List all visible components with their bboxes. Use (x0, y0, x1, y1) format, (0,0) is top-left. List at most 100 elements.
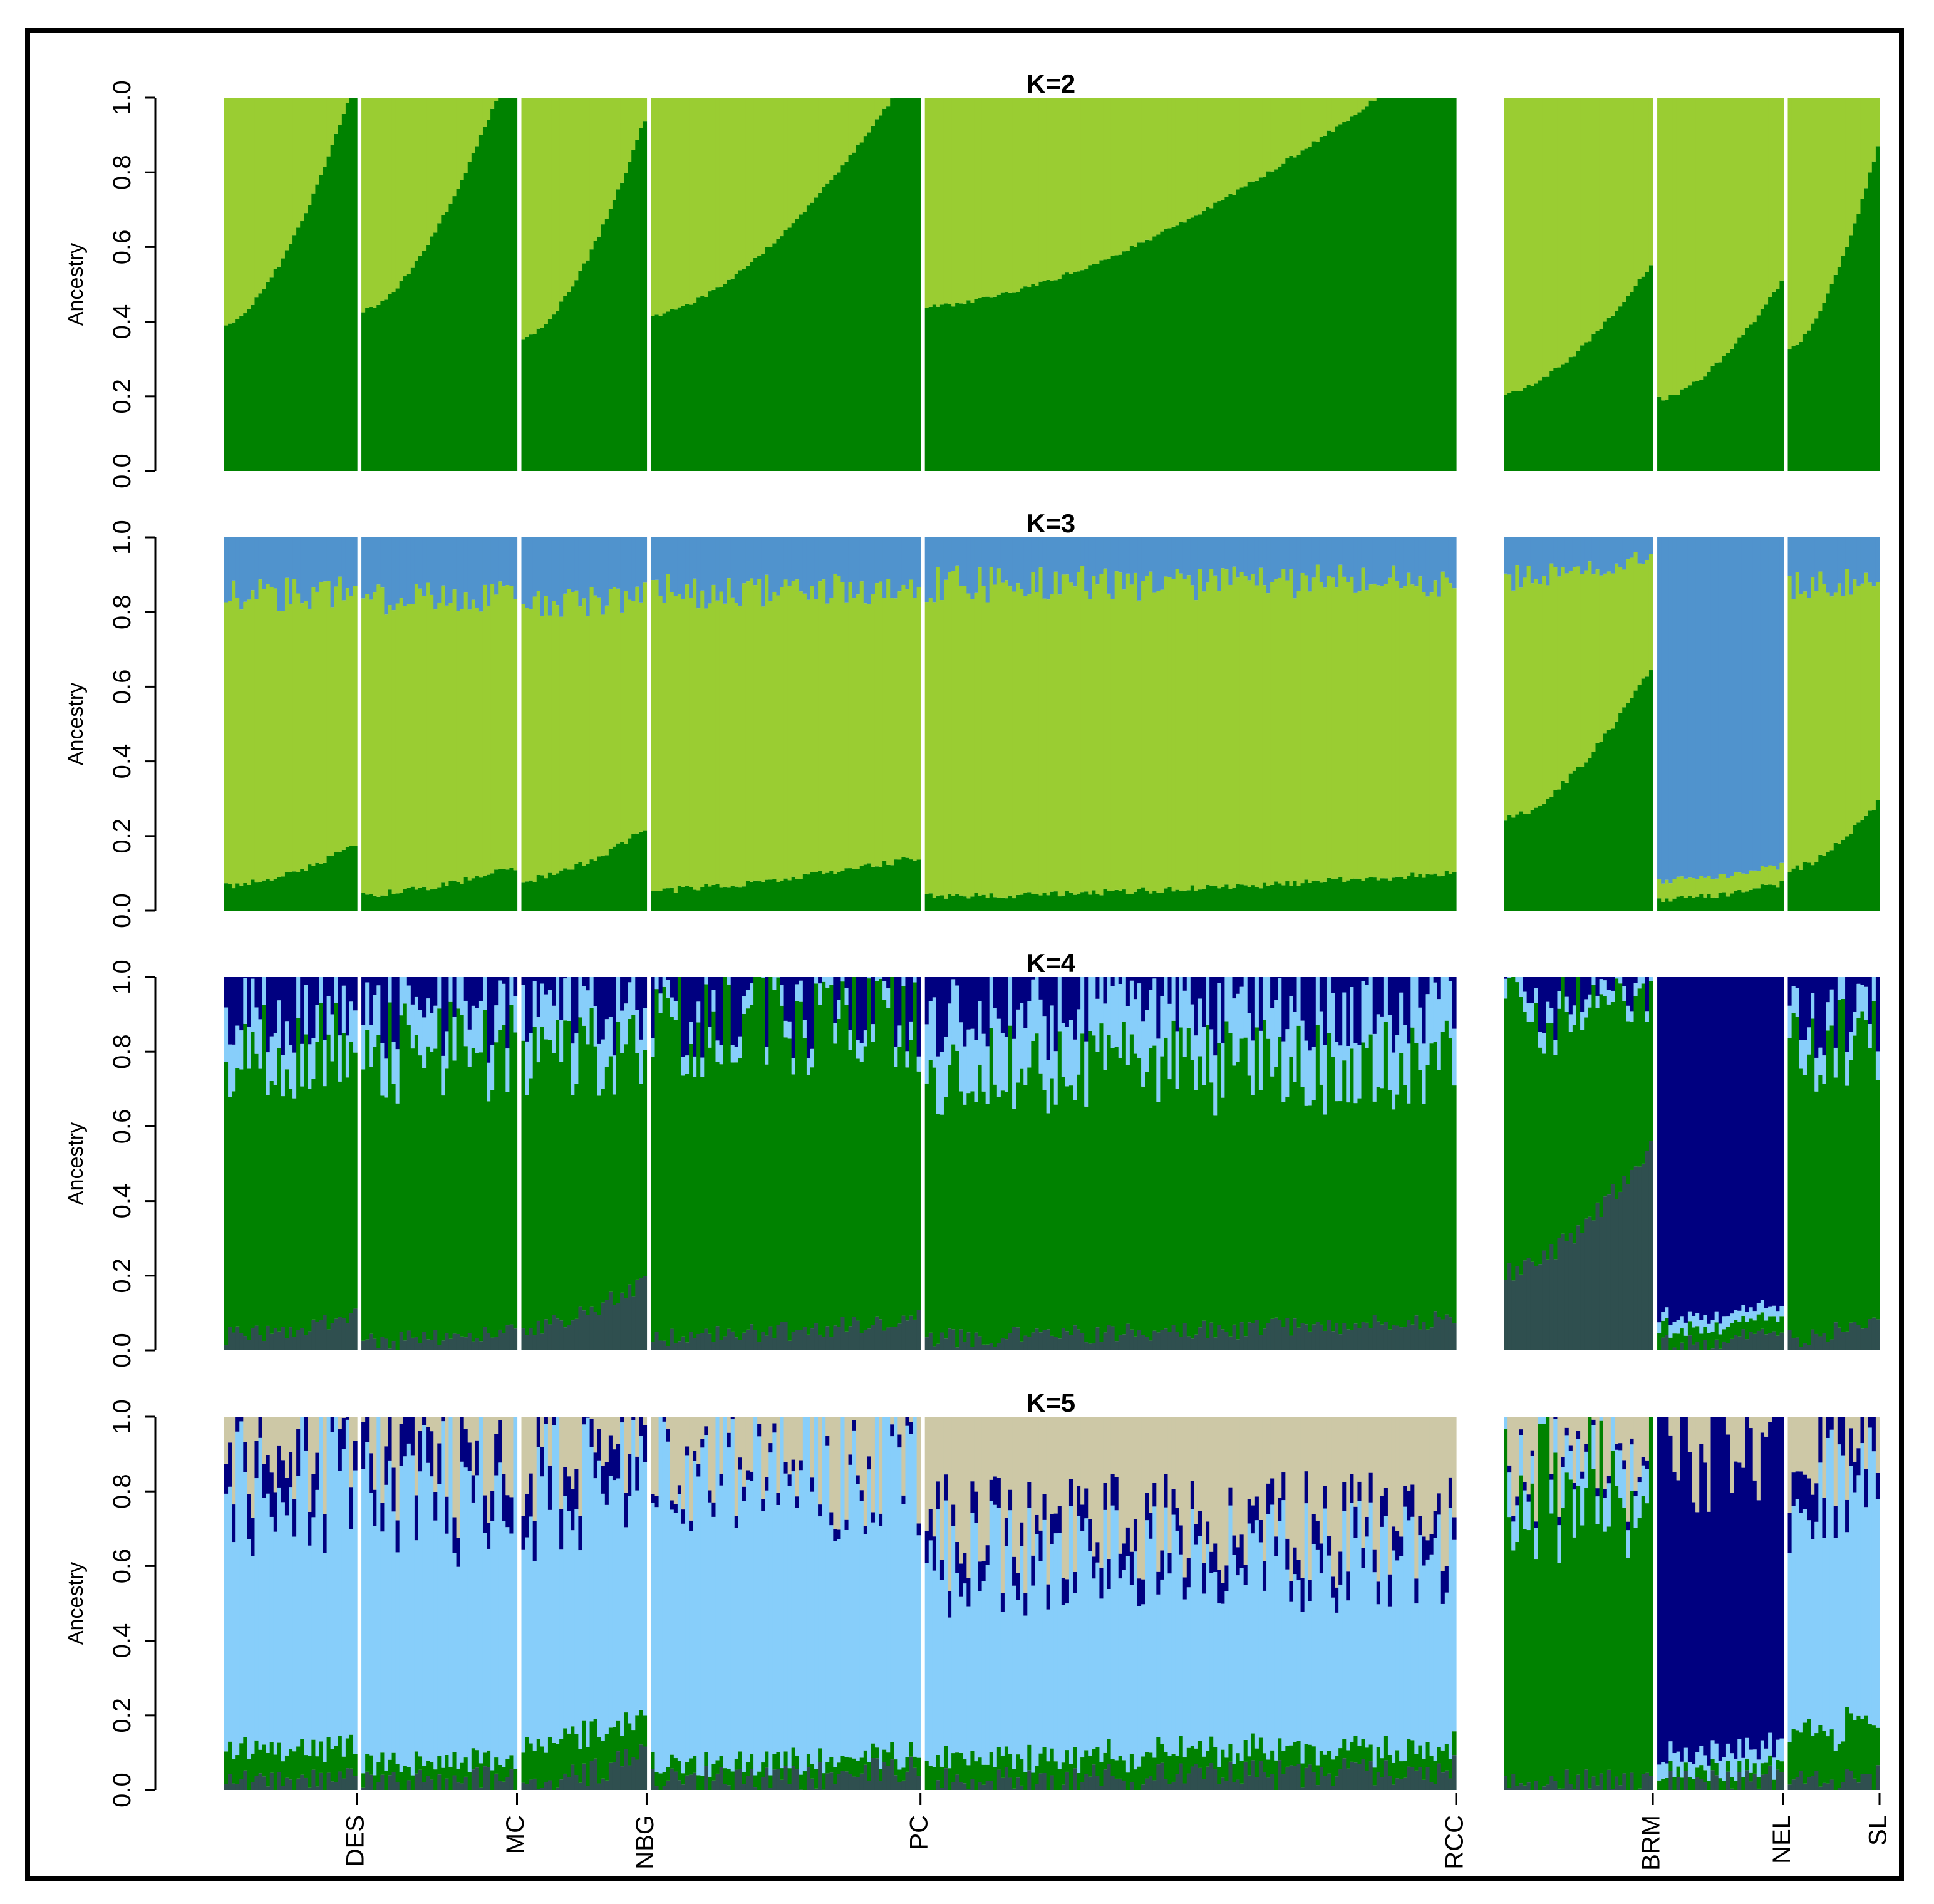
bar-segment (700, 1333, 705, 1350)
bar-segment (296, 872, 301, 911)
bar-segment (593, 537, 598, 596)
bar-segment (559, 1739, 564, 1780)
bar-segment (593, 860, 598, 911)
bar-segment (1326, 1536, 1332, 1556)
bar-segment (433, 1417, 438, 1492)
bar-segment (738, 1417, 743, 1458)
bar-segment (1703, 877, 1708, 898)
bar-segment (1871, 1001, 1876, 1318)
bar-segment (536, 1789, 541, 1790)
bar-segment (993, 977, 998, 1008)
bar-segment (700, 1417, 705, 1439)
bar-segment (487, 606, 491, 875)
bar-segment (430, 537, 434, 595)
bar-segment (1035, 1514, 1040, 1534)
bar-segment (254, 1325, 259, 1350)
bar-segment (1213, 1337, 1218, 1350)
bar-segment (487, 1333, 491, 1350)
bar-segment (1768, 297, 1772, 471)
bar-segment (1197, 1767, 1202, 1790)
bar-segment (1530, 1261, 1535, 1350)
bar-segment (1845, 537, 1849, 569)
bar-segment (924, 602, 929, 894)
bar-segment (1399, 98, 1404, 471)
bar-segment (1399, 992, 1404, 1053)
bar-segment (924, 1083, 929, 1338)
bar-segment (1023, 596, 1028, 893)
bar-segment (1141, 98, 1145, 243)
bar-segment (765, 879, 769, 911)
bar-segment (1833, 98, 1838, 275)
bar-segment (1175, 569, 1180, 890)
bar-segment (1403, 977, 1407, 1025)
bar-segment (373, 1489, 377, 1526)
bar-segment (753, 1775, 758, 1788)
bar-segment (300, 1086, 304, 1328)
bar-segment (593, 98, 598, 241)
bar-segment (1012, 1556, 1016, 1586)
bar-segment (292, 579, 297, 872)
bar-segment (844, 1529, 849, 1757)
bar-segment (1065, 537, 1070, 575)
bar-segment (410, 537, 415, 604)
bar-segment (1661, 901, 1665, 911)
bar-segment (643, 537, 648, 583)
bar-segment (1661, 1312, 1665, 1321)
bar-segment (323, 537, 328, 582)
bar-segment (482, 1417, 487, 1496)
bar-segment (913, 537, 918, 598)
bar-segment (1395, 1094, 1400, 1326)
bar-segment (399, 98, 404, 281)
bar-segment (1118, 984, 1123, 1058)
bar-segment (1856, 98, 1861, 214)
bar-segment (963, 977, 967, 1047)
bar-segment (1546, 376, 1550, 471)
bar-segment (658, 1417, 663, 1774)
bar-segment (1342, 882, 1347, 911)
bar-segment (1410, 1027, 1415, 1325)
bar-segment (509, 1005, 514, 1325)
bar-segment (658, 315, 663, 471)
bar-segment (1133, 537, 1138, 573)
bar-segment (586, 864, 591, 911)
bar-segment (1549, 98, 1554, 371)
bar-segment (1814, 862, 1819, 911)
bar-segment (1088, 1776, 1092, 1790)
bar-segment (1433, 98, 1438, 471)
bar-segment (498, 869, 502, 911)
bar-segment (1692, 537, 1696, 878)
bar-segment (791, 1332, 796, 1350)
bar-segment (871, 1512, 876, 1523)
bar-segment (395, 1782, 400, 1790)
bar-segment (292, 1098, 297, 1337)
bar-segment (1440, 977, 1445, 1032)
bar-segment (1372, 1033, 1377, 1102)
bar-segment (1202, 1417, 1206, 1563)
bar-segment (1221, 98, 1225, 200)
bar-segment (505, 1091, 510, 1326)
bar-segment (296, 1746, 301, 1779)
bar-segment (1190, 1060, 1195, 1339)
bar-segment (1073, 537, 1077, 587)
bar-segment (1068, 892, 1073, 911)
bar-segment (1175, 1508, 1180, 1531)
bar-segment (296, 977, 301, 1018)
bar-segment (948, 893, 952, 911)
bar-segment (338, 977, 343, 1036)
bar-segment (1665, 1307, 1669, 1318)
bar-segment (750, 537, 754, 579)
bar-segment (608, 209, 613, 471)
bar-segment (1576, 537, 1581, 567)
bar-segment (1703, 897, 1708, 911)
bar-segment (1217, 1325, 1221, 1350)
bar-segment (848, 1326, 853, 1350)
bar-segment (1875, 146, 1880, 472)
bar-segment (901, 1504, 906, 1768)
bar-segment (1745, 1322, 1750, 1340)
bar-segment (1114, 537, 1119, 572)
bar-segment (631, 977, 636, 1015)
bar-segment (745, 1329, 750, 1350)
bar-segment (1414, 1315, 1419, 1350)
bar-segment (1038, 1753, 1043, 1774)
bar-segment (1353, 537, 1358, 593)
